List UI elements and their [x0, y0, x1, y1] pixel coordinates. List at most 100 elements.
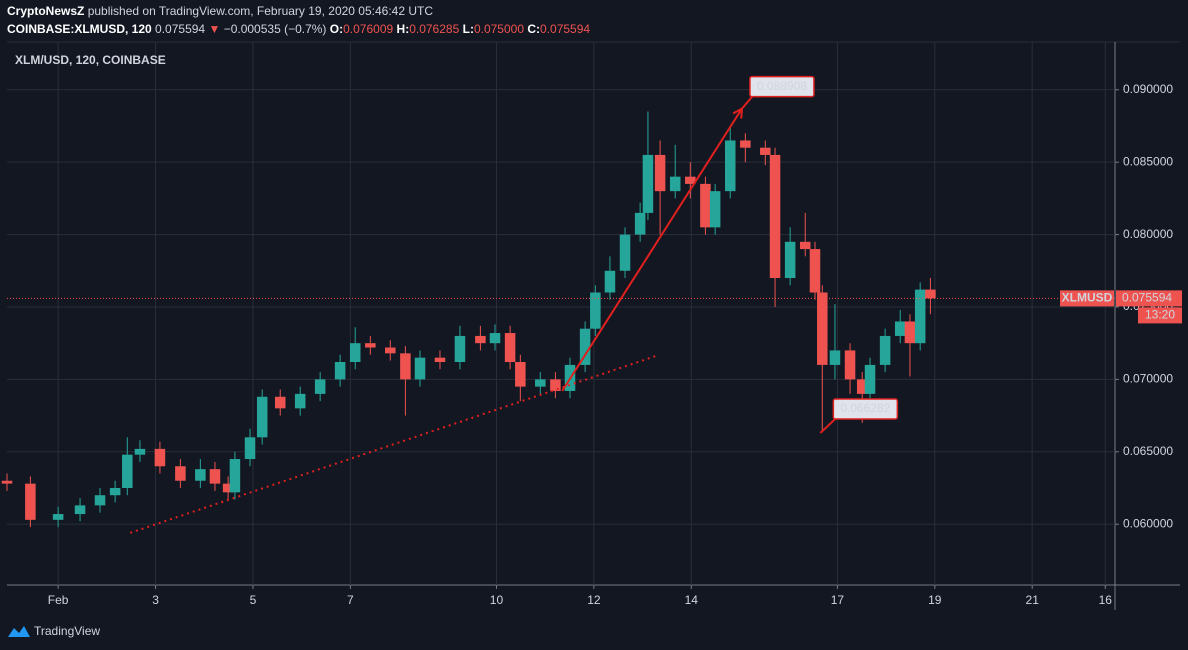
candle-body	[349, 343, 361, 363]
candle-body	[879, 335, 891, 365]
candle-body	[894, 321, 906, 336]
countdown-text: 13:20	[1145, 308, 1175, 322]
last: 0.075594	[155, 22, 205, 36]
candle-body	[634, 212, 646, 235]
note-box	[749, 75, 815, 98]
candle-body	[700, 183, 711, 228]
quote-line: COINBASE:XLMUSD, 120 0.075594 ▼ −0.00053…	[7, 22, 590, 36]
candle-body	[122, 454, 133, 488]
x-tick-label: Feb	[48, 593, 69, 607]
candle-body	[74, 505, 86, 515]
candle-body	[550, 379, 561, 391]
candle-body	[709, 191, 721, 228]
countdown-badge	[1138, 307, 1182, 324]
candle-body	[799, 241, 811, 250]
candle-body	[904, 321, 916, 344]
candle-body	[134, 448, 146, 455]
x-tick-label: 3	[152, 593, 159, 607]
candle-body	[669, 176, 681, 192]
candle-body	[365, 343, 376, 348]
candle-body	[94, 495, 106, 506]
candle-body	[109, 487, 121, 496]
candle-body	[400, 353, 411, 380]
candle-body	[25, 483, 36, 520]
symbol: COINBASE:XLMUSD, 120	[7, 22, 152, 36]
y-tick-label: 0.080000	[1123, 227, 1173, 241]
chart-title: XLM/USD, 120, COINBASE	[15, 53, 166, 67]
arrow-line	[561, 108, 743, 392]
open-label: O:	[330, 22, 343, 36]
x-tick-label: 12	[587, 593, 601, 607]
candle-body	[619, 234, 631, 271]
candle-body	[434, 357, 446, 363]
candle-body	[52, 514, 64, 520]
candle-body	[504, 333, 516, 363]
candle-body	[175, 466, 186, 481]
high: 0.076285	[409, 22, 459, 36]
publisher: CryptoNewsZ	[7, 4, 84, 18]
trendline	[129, 355, 656, 534]
candle-body	[209, 469, 221, 484]
y-tick-label: 0.060000	[1123, 516, 1173, 530]
candle-body	[769, 154, 781, 279]
x-tick-label: 16	[1099, 593, 1113, 607]
y-tick-label: 0.070000	[1123, 372, 1173, 386]
candle-body	[154, 448, 166, 467]
candle-body	[654, 154, 666, 192]
candle-body	[864, 364, 876, 394]
logo-icon	[8, 626, 30, 637]
candle-body	[314, 379, 326, 394]
price-badge-text: 0.075594	[1122, 291, 1172, 305]
candle-body	[515, 362, 526, 387]
symbol-badge	[1060, 290, 1114, 307]
high-label: H:	[397, 22, 410, 36]
candle-body	[334, 362, 346, 380]
close: 0.075594	[540, 22, 590, 36]
close-label: C:	[527, 22, 540, 36]
x-tick-label: 7	[347, 593, 354, 607]
change-arrow: ▼	[208, 22, 220, 36]
price-badge	[1116, 290, 1182, 307]
y-tick-label: 0.065000	[1123, 444, 1173, 458]
candle-body	[414, 357, 426, 380]
published-text: published on TradingView.com, February 1…	[88, 4, 434, 18]
publish-line: CryptoNewsZ published on TradingView.com…	[7, 4, 433, 18]
x-tick-label: 17	[831, 593, 845, 607]
candle-body	[489, 333, 501, 344]
candle-body	[844, 350, 856, 380]
candle-body	[590, 292, 601, 329]
grid	[7, 42, 1115, 585]
candle-body	[229, 459, 241, 493]
x-tick-label: 14	[685, 593, 699, 607]
note-text: 0.066282	[840, 401, 890, 415]
candle-body	[817, 292, 828, 365]
x-tick-label: 5	[250, 593, 257, 607]
candle-body	[222, 483, 234, 493]
candle-body	[294, 393, 306, 409]
open: 0.076009	[343, 22, 393, 36]
candle-body	[256, 396, 268, 438]
candle-body	[856, 379, 868, 394]
brand: TradingView	[34, 624, 100, 638]
candle-body	[760, 147, 771, 155]
low: 0.075000	[474, 22, 524, 36]
candle-body	[454, 335, 466, 363]
candle-body	[914, 289, 926, 344]
candle-body	[685, 176, 696, 184]
candle-body	[724, 140, 736, 192]
candle-body	[740, 140, 751, 148]
note-box	[832, 398, 899, 420]
candle-body	[1, 480, 13, 484]
candle-body	[385, 347, 396, 354]
candle-body	[604, 270, 616, 293]
plot	[1, 106, 936, 534]
y-tick-label: 0.085000	[1123, 154, 1173, 168]
candle-body	[274, 396, 286, 409]
candle-body	[784, 241, 796, 279]
symbol-badge-text: XLMUSD	[1062, 291, 1113, 305]
x-tick-label: 21	[1026, 593, 1040, 607]
candle-body	[829, 350, 841, 365]
candle-body	[925, 289, 936, 299]
candle-body	[475, 335, 486, 344]
